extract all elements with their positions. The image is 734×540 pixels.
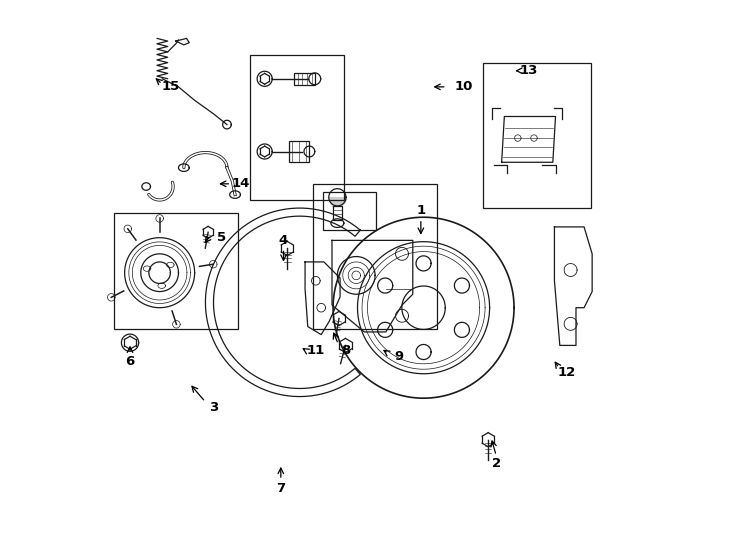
Bar — [250, 55, 344, 200]
Bar — [289, 141, 309, 163]
Text: 9: 9 — [395, 350, 404, 363]
Text: 15: 15 — [161, 80, 180, 93]
Text: 1: 1 — [416, 204, 426, 217]
Text: 8: 8 — [341, 345, 350, 357]
Text: 3: 3 — [209, 401, 218, 414]
Text: 7: 7 — [276, 482, 286, 495]
Text: 6: 6 — [126, 355, 134, 368]
Text: 10: 10 — [455, 80, 473, 93]
Bar — [323, 192, 376, 230]
Bar — [313, 184, 437, 329]
Text: 4: 4 — [279, 234, 288, 247]
Bar — [114, 213, 238, 329]
Text: 11: 11 — [307, 345, 325, 357]
Text: 13: 13 — [520, 64, 538, 77]
Text: 5: 5 — [217, 231, 226, 244]
Bar — [294, 73, 315, 85]
Text: 2: 2 — [492, 457, 501, 470]
Text: 14: 14 — [231, 177, 250, 190]
Text: 12: 12 — [557, 366, 575, 379]
Bar — [483, 63, 591, 208]
